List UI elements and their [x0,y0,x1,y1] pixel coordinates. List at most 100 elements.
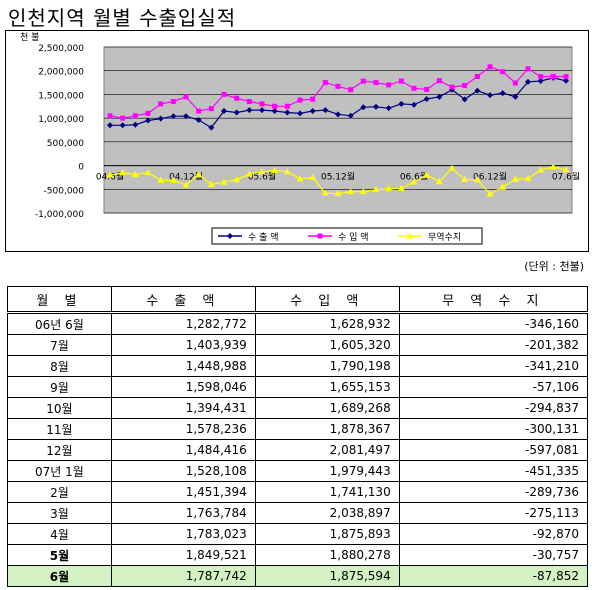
data-point [549,163,557,170]
cell-export: 1,783,023 [110,523,256,545]
data-point [106,171,114,178]
data-point [473,176,481,183]
cell-month: 11월 [7,418,112,440]
cell-month: 6월 [7,565,112,587]
table-row-current: 6월 1,787,742 1,875,594 -87,852 [7,565,589,587]
legend-label: 수 출 액 [248,231,279,243]
data-point [385,185,393,192]
data-point [474,87,481,94]
cell-balance: -289,736 [398,481,589,503]
data-point [335,83,341,89]
table-row: 7월 1,403,939 1,605,320 -201,382 [7,334,589,356]
cell-balance: -300,131 [398,418,589,440]
data-point [347,188,355,195]
table-header-row: 월 별 수 출 액 수 입 액 무 역 수 지 [7,286,589,313]
data-point [119,122,126,129]
cell-export: 1,528,108 [110,460,256,482]
data-point [207,181,215,188]
data-point [461,176,469,183]
cell-balance: -275,113 [398,502,589,524]
data-point [283,168,291,175]
cell-export: 1,849,521 [110,544,256,566]
cell-balance: -201,382 [398,334,589,356]
data-point [246,99,252,105]
cell-month: 06년 6월 [7,312,112,335]
cell-import: 1,878,367 [254,418,400,440]
cell-month: 8월 [7,355,112,377]
table-row: 8월 1,448,988 1,790,198 -341,210 [7,355,589,377]
cell-import: 1,875,594 [254,565,400,587]
data-point [499,183,507,190]
data-point [360,78,366,84]
cell-balance: -87,852 [398,565,589,587]
cell-export: 1,451,394 [110,481,256,503]
legend-label: 무역수지 [428,232,461,243]
chart-container: 천 불 2,500,000 2,000,000 1,500,000 1,000,000… [5,30,589,252]
header-month: 월 별 [7,286,112,313]
data-point [563,77,569,84]
header-import: 수 입 액 [254,286,400,313]
data-point [132,113,138,119]
data-point [524,175,532,182]
cell-import: 2,038,897 [254,502,400,524]
data-point [397,184,405,191]
series-layer [106,64,570,197]
cell-export: 1,598,046 [110,376,256,398]
y-tick-label: 2,500,000 [38,44,84,54]
legend: 수 출 액 수 입 액 무역수지 [211,227,483,245]
data-point [436,93,443,100]
data-point [398,100,405,107]
data-point [158,101,164,107]
y-tick-label: -1,000,000 [35,210,84,220]
cell-export: 1,403,939 [110,334,256,356]
legend-box [211,227,483,245]
data-point [411,101,417,108]
cell-import: 1,875,893 [254,523,400,545]
data-point [119,169,127,176]
cell-month: 07년 1월 [7,460,112,482]
cell-balance: -92,870 [398,523,589,545]
data-point [144,169,152,176]
data-point [347,112,354,119]
legend-label: 수 입 액 [338,231,369,243]
data-point [512,80,518,86]
table-row: 5월 1,849,521 1,880,278 -30,757 [7,544,589,566]
cell-balance: -341,210 [398,355,589,377]
data-point [385,105,392,112]
y-tick-label: 1,000,000 [38,115,84,125]
data-point [284,109,291,116]
cell-month: 3월 [7,502,112,524]
data-point [322,80,328,86]
table-row: 4월 1,783,023 1,875,893 -92,870 [7,523,589,545]
data-point [487,64,493,70]
data-point [373,80,379,86]
legend-marker [227,233,233,239]
cell-balance: -346,160 [398,312,589,335]
table-row: 06년 6월 1,282,772 1,628,932 -346,160 [7,312,589,335]
data-point [131,171,139,178]
x-axis: 04.6월 04.12월 05.6월 05.12월 06.6월 06.12월 07.6월 [96,171,580,183]
data-point [487,92,493,99]
data-point [195,171,203,178]
y-tick-label: 1,500,000 [38,91,84,101]
data-point [145,117,151,124]
data-point [461,96,468,103]
data-point [157,115,164,122]
legend-marker [406,232,414,239]
cell-import: 1,880,278 [254,544,400,566]
x-tick-label: 06.6월 [400,171,428,183]
cell-import: 1,741,130 [254,481,400,503]
cell-import: 2,081,497 [254,439,400,461]
x-tick-label: 07.6월 [552,171,580,183]
data-point [233,176,241,183]
cell-import: 1,790,198 [254,355,400,377]
cell-import: 1,689,268 [254,397,400,419]
y-tick-label: 2,000,000 [38,68,84,78]
data-point [309,173,317,180]
data-point [537,78,544,85]
x-tick-label: 05.12월 [321,171,355,183]
data-point [272,103,278,109]
data-point [436,78,442,84]
legend-marker [317,233,323,239]
cell-month: 12월 [7,439,112,461]
